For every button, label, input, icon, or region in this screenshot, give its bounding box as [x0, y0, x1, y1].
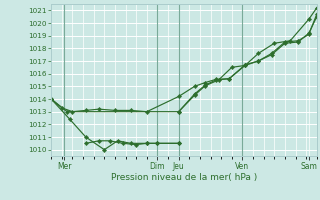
X-axis label: Pression niveau de la mer( hPa ): Pression niveau de la mer( hPa ): [111, 173, 257, 182]
